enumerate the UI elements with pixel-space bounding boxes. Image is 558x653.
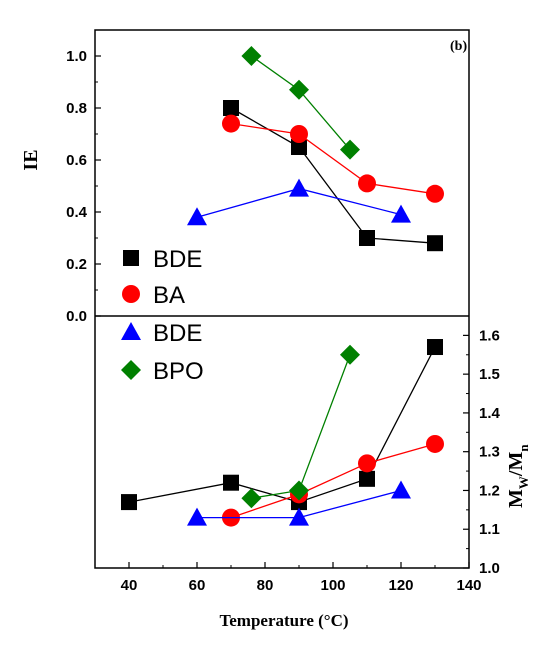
- data-point-ba-circle: [222, 114, 240, 133]
- series-line-bde-square: [230, 107, 436, 244]
- legend: BDE BA BDE BPO: [121, 246, 204, 385]
- y-tick-label-mwmn: 1.3: [479, 444, 500, 461]
- legend-marker-bpo-diamond: [121, 360, 141, 380]
- data-point-bpo-diamond: [241, 46, 262, 66]
- legend-label-bde-triangle: BDE: [153, 320, 202, 347]
- data-point-bde-square: [291, 139, 307, 155]
- y-tick-label-ie: 0.6: [66, 152, 87, 169]
- legend-marker-ba-circle: [122, 285, 140, 303]
- x-tick-label: 100: [320, 577, 345, 594]
- mwmn-mid: /M: [505, 452, 527, 478]
- y-axis-title-ie: IE: [20, 149, 42, 170]
- mwmn-sub2: n: [516, 444, 531, 452]
- data-point-bde-triangle: [289, 178, 309, 197]
- data-point-ba-circle: [358, 454, 376, 473]
- series-line-bpo-diamond: [251, 354, 351, 499]
- x-axis-title: Temperature (°C): [219, 611, 348, 630]
- y-tick-label-ie: 0.0: [66, 308, 87, 325]
- y-tick-label-mwmn: 1.5: [479, 366, 500, 383]
- x-tick-label: 60: [189, 577, 206, 594]
- legend-label-bpo-diamond: BPO: [153, 358, 204, 385]
- data-point-bpo-diamond: [241, 488, 262, 509]
- chart-frame: [94, 29, 470, 569]
- data-point-bde-triangle: [391, 480, 411, 499]
- x-tick-label: 40: [121, 577, 138, 594]
- x-tick-label: 140: [456, 577, 481, 594]
- y-tick-label-mwmn: 1.2: [479, 482, 500, 499]
- y-axis-title-mwmn: MW/Mn: [505, 444, 531, 508]
- data-point-bde-square: [121, 494, 137, 511]
- data-point-bde-square: [359, 230, 375, 246]
- data-point-bde-square: [223, 100, 239, 116]
- x-tick-label: 120: [388, 577, 413, 594]
- plot-border: [94, 29, 470, 569]
- axis-ticks: 0.0 0.2 0.4 0.6 0.8 1.0 1.0 1.1 1.2 1.3 1.4 1.5 1.6 4…: [66, 29, 501, 594]
- legend-marker-bde-triangle: [121, 322, 141, 340]
- y-tick-label-mwmn: 1.4: [479, 405, 501, 422]
- series-line-ba-circle: [230, 122, 436, 195]
- data-point-bde-triangle: [187, 207, 207, 226]
- data-point-ba-circle: [426, 434, 444, 453]
- y-axis-title-mwmn-text: MW/Mn: [505, 444, 531, 508]
- panel-annotation: (b): [450, 39, 467, 54]
- data-point-bde-square: [223, 474, 239, 491]
- y-tick-label-ie: 0.2: [66, 256, 87, 273]
- data-point-bde-square: [427, 339, 443, 356]
- data-point-ba-circle: [290, 125, 308, 143]
- y-tick-label-ie: 1.0: [66, 48, 87, 65]
- data-point-bde-triangle: [391, 204, 411, 223]
- data-point-ba-circle: [358, 174, 376, 193]
- data-point-bpo-diamond: [289, 79, 309, 100]
- mwmn-sub1: W: [516, 476, 531, 489]
- y-tick-label-ie: 0.4: [66, 204, 88, 221]
- y-tick-label-mwmn: 1.1: [479, 521, 500, 538]
- legend-label-bde-square: BDE: [153, 246, 202, 273]
- y-tick-label-mwmn: 1.0: [479, 560, 500, 577]
- data-point-bpo-diamond: [340, 344, 360, 365]
- mwmn-main: M: [505, 489, 527, 508]
- data-point-bpo-diamond: [289, 480, 309, 501]
- x-tick-label: 80: [257, 577, 274, 594]
- data-point-bde-square: [427, 235, 443, 252]
- data-point-bde-triangle: [289, 507, 309, 526]
- data-point-bde-triangle: [187, 507, 207, 526]
- top-panel: [187, 46, 444, 252]
- y-tick-label-mwmn: 1.6: [479, 327, 500, 344]
- data-point-bpo-diamond: [340, 139, 360, 160]
- series-line-ba-circle: [230, 443, 436, 519]
- data-point-ba-circle: [426, 184, 444, 203]
- data-point-bde-square: [359, 470, 375, 487]
- y-tick-label-ie: 0.8: [66, 100, 87, 117]
- legend-marker-bde-square: [123, 250, 139, 266]
- bottom-panel: [121, 339, 444, 527]
- legend-label-ba-circle: BA: [153, 282, 185, 309]
